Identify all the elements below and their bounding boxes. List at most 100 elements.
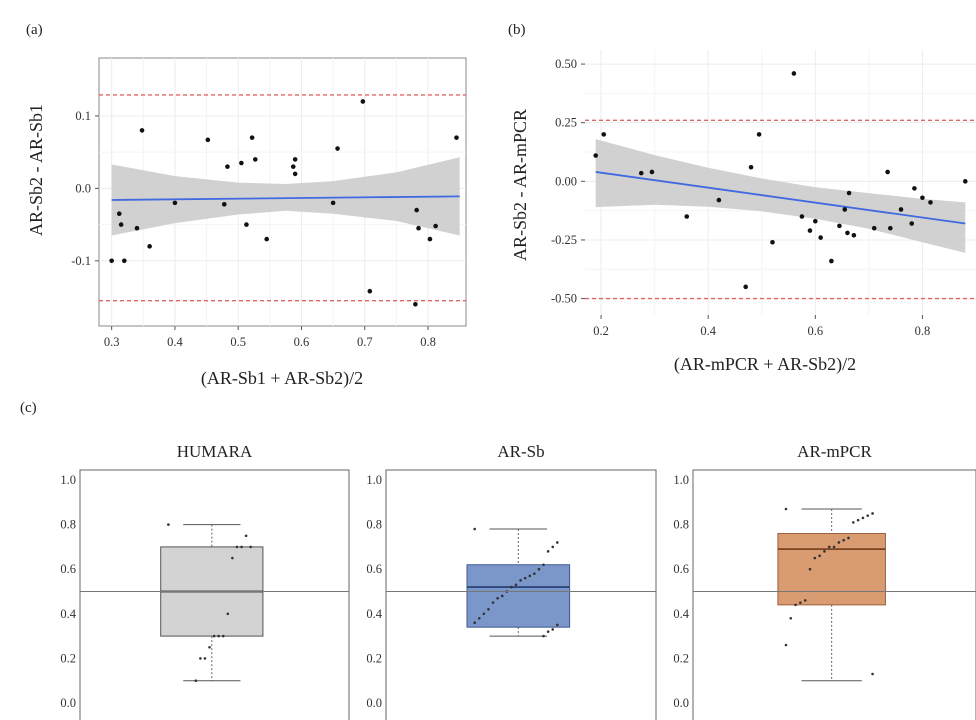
x-tick-label-b: 0.4 [700, 324, 716, 338]
data-point-a [244, 222, 249, 227]
x-tick-label-a: 0.4 [167, 335, 183, 349]
box-point [533, 572, 536, 575]
x-tick-label-b: 0.2 [593, 324, 609, 338]
box-point [491, 601, 495, 604]
box-point [240, 545, 243, 549]
box-point [556, 541, 559, 544]
box-point [217, 634, 220, 638]
y-tick-labels-b: -0.50 -0.25 0.00 0.25 0.50 [551, 57, 585, 306]
box-point [813, 556, 817, 560]
box-y-tick-label: 0.2 [366, 651, 382, 665]
data-point-a [264, 236, 269, 242]
box-point [510, 585, 513, 589]
data-point-b [851, 232, 857, 238]
box-point [208, 645, 211, 649]
box-y-tick-label: 0.8 [366, 518, 382, 532]
box-point [799, 601, 802, 604]
box-point [837, 541, 841, 544]
data-point-b [807, 228, 813, 233]
data-point-b [743, 284, 748, 290]
data-point-b [818, 235, 823, 240]
box-point [249, 545, 252, 549]
box-panel-3: AR-mPCR 0.0 0.2 0.4 0.6 0.8 1.0 [673, 442, 976, 720]
data-point-a [292, 171, 298, 177]
box-point [477, 616, 481, 620]
data-point-a [330, 200, 336, 206]
fit-line-b [595, 171, 966, 225]
box-point [556, 623, 559, 627]
data-point-b [845, 230, 850, 236]
x-tick-label-a: 0.7 [357, 335, 373, 349]
box-point [226, 612, 230, 616]
box-y-tick-label: 0.6 [60, 562, 76, 576]
reference-lines-b [585, 119, 976, 300]
data-point-a [414, 207, 419, 213]
box-y-tick-label: 0.2 [673, 651, 689, 665]
data-point-a [225, 164, 230, 169]
data-point-a [290, 164, 296, 169]
box-y-tick-label: 1.0 [366, 473, 382, 487]
box-point [194, 679, 198, 682]
box-y-tick-label: 0.4 [60, 607, 76, 621]
data-point-b [842, 207, 848, 212]
box-panel-2: AR-Sb 0.0 0.2 0.4 0.6 0.8 1.0 [366, 442, 657, 720]
box-y-tick-label: 0.4 [673, 607, 689, 621]
x-axis-label-b: (AR-mPCR + AR-Sb2)/2 [674, 354, 856, 375]
data-point-b [888, 225, 893, 231]
data-point-b [829, 258, 834, 264]
data-point-b [885, 169, 890, 175]
box-point [551, 545, 555, 549]
box-point [794, 603, 797, 607]
data-point-b [928, 200, 933, 205]
x-tick-label-b: 0.6 [808, 324, 824, 338]
data-point-a [416, 225, 421, 231]
x-tick-label-a: 0.8 [420, 335, 436, 349]
box-point [852, 521, 855, 524]
box-point [803, 599, 807, 602]
box-point [866, 514, 870, 517]
box-point [856, 518, 860, 522]
box-point [871, 672, 874, 676]
data-point-a [454, 135, 459, 140]
box-point [221, 634, 225, 638]
data-point-a [172, 200, 178, 206]
y-tick-label-b: -0.50 [551, 292, 577, 306]
y-tick-label-a: -0.1 [71, 254, 91, 268]
data-point-a [360, 99, 366, 104]
chart-panel-c: HUMARA 0.0 0.2 0.4 0.6 0.8 1.0 AR-Sb 0.0 0.2 0.4 0.… [60, 442, 976, 720]
panel-label-c: (c) [20, 400, 37, 416]
data-point-b [649, 169, 655, 175]
box-point [808, 567, 812, 571]
box-point [199, 657, 202, 660]
y-tick-label-b: 0.00 [555, 174, 577, 188]
box-point [542, 563, 545, 567]
box-point [842, 538, 845, 542]
data-point-b [799, 214, 805, 219]
box-point [827, 545, 831, 549]
box-point [473, 621, 476, 625]
y-axis-label-a: AR-Sb2 - AR-Sb1 [26, 104, 46, 236]
x-tick-label-a: 0.6 [294, 335, 310, 349]
data-point-b [962, 179, 968, 184]
reference-lines-a [99, 94, 466, 302]
box-point [784, 643, 788, 647]
box-point [487, 608, 490, 611]
data-point-a [221, 202, 227, 207]
data-points-a [109, 99, 459, 307]
box-panels: HUMARA 0.0 0.2 0.4 0.6 0.8 1.0 AR-Sb 0.0 0.2 0.4 0.… [60, 442, 976, 720]
confidence-band-a [111, 157, 460, 236]
data-point-a [335, 146, 340, 151]
chart-panel-a: 0.3 0.4 0.5 0.6 0.7 0.8 -0.1 0.0 0.1 (AR-Sb1 + … [26, 57, 467, 389]
box-point [551, 628, 555, 631]
data-point-b [791, 71, 797, 76]
box-y-tick-label: 0.6 [673, 562, 689, 576]
data-point-a [122, 258, 127, 264]
data-point-b [748, 164, 754, 170]
data-point-b [601, 132, 607, 137]
chart-panel-b: 0.2 0.4 0.6 0.8 -0.50 -0.25 0.00 0.25 0.50 (AR-… [510, 50, 976, 375]
box-point [546, 630, 550, 633]
y-tick-label-b: 0.25 [555, 116, 577, 130]
x-tick-labels-a: 0.3 0.4 0.5 0.6 0.7 0.8 [104, 326, 436, 349]
box-point [473, 527, 476, 531]
box-point [519, 579, 522, 582]
